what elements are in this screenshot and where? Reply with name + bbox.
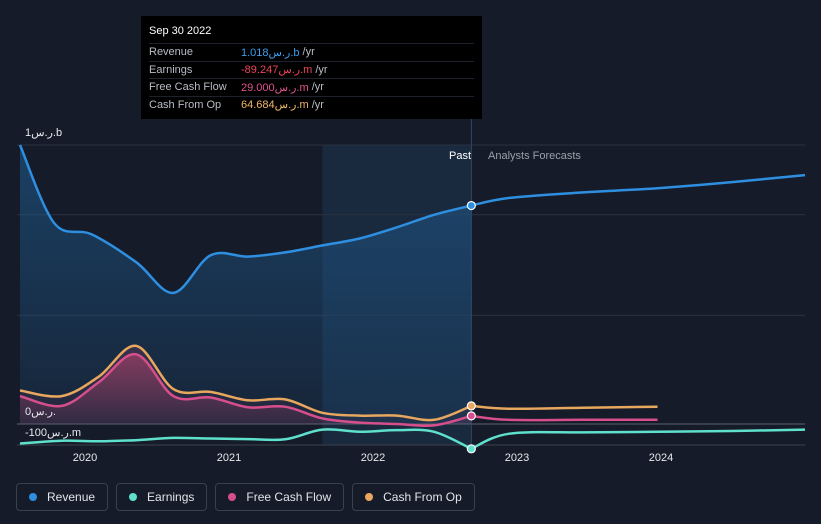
earnings-highlight-point	[466, 444, 476, 454]
x-tick-label-2023: 2023	[504, 452, 530, 464]
cash-from-op-line-forecast	[471, 404, 658, 411]
tooltip-label: Revenue	[149, 46, 194, 59]
tooltip-label: Earnings	[149, 63, 193, 76]
legend-item-earnings[interactable]: Earnings	[116, 483, 208, 511]
tooltip-date: Sep 30 2022	[149, 25, 212, 37]
free-cash-flow-dot-icon	[228, 493, 237, 501]
cash-from-op-line-past	[19, 344, 472, 422]
x-tick-label-2021: 2021	[216, 452, 242, 464]
revenue-dot-icon	[29, 493, 37, 501]
tooltip-row-earnings: Earnings -89.247ر.س.m /yr	[149, 60, 474, 79]
x-tick-label-2024: 2024	[648, 452, 674, 464]
tooltip-label: Cash From Op	[149, 98, 222, 111]
legend-label: Earnings	[147, 490, 195, 504]
cash-from-op-area	[19, 345, 472, 424]
tooltip-label: Free Cash Flow	[149, 81, 227, 94]
tooltip-value: 64.684ر.س.m	[241, 99, 309, 112]
tooltip: Sep 30 2022 Revenue 1.018ر.س.b /yr Earni…	[141, 16, 482, 119]
tooltip-row-free-cash-flow: Free Cash Flow 29.000ر.س.m /yr	[149, 78, 474, 96]
tooltip-value: 1.018ر.س.b	[241, 46, 300, 59]
forecast-label: Analysts Forecasts	[488, 150, 581, 162]
legend-label: Free Cash Flow	[246, 490, 332, 504]
x-tick-label-2022: 2022	[360, 452, 386, 464]
earnings-dot-icon	[129, 493, 138, 501]
tooltip-unit: /yr	[315, 63, 328, 76]
past-label: Past	[449, 150, 472, 162]
revenue-line-forecast	[471, 173, 806, 207]
earnings-line-past	[19, 428, 472, 450]
legend-item-cash-from-op[interactable]: Cash From Op	[352, 483, 475, 511]
tooltip-row-revenue: Revenue 1.018ر.س.b /yr	[149, 43, 474, 61]
tooltip-unit: /yr	[311, 81, 324, 94]
cash-from-op-dot-icon	[365, 493, 374, 501]
free-cash-flow-line-forecast	[471, 414, 658, 422]
revenue-line-past	[18, 144, 472, 295]
legend-item-revenue[interactable]: Revenue	[16, 483, 109, 511]
y-tick-label-zero: 0ر.س.	[25, 406, 56, 418]
tooltip-value: 29.000ر.س.m	[241, 81, 309, 94]
cash-from-op-highlight-point	[466, 401, 476, 411]
y-tick-label-bottom: -100ر.س.m	[25, 427, 82, 439]
legend: Revenue Earnings Free Cash Flow Cash Fro…	[16, 483, 475, 511]
free-cash-flow-line-past	[19, 353, 472, 428]
legend-label: Revenue	[47, 490, 96, 504]
tooltip-row-cash-from-op: Cash From Op 64.684ر.س.m /yr	[149, 95, 474, 114]
free-cash-flow-highlight-point	[466, 411, 476, 421]
legend-item-free-cash-flow[interactable]: Free Cash Flow	[215, 483, 345, 511]
tooltip-unit: /yr	[311, 98, 324, 111]
tooltip-unit: /yr	[302, 46, 315, 59]
revenue-highlight-point	[466, 200, 476, 211]
earnings-line-forecast	[470, 428, 806, 450]
tooltip-value: -89.247ر.س.m	[241, 64, 313, 77]
x-tick-label-2020: 2020	[72, 452, 98, 464]
legend-label: Cash From Op	[383, 490, 462, 504]
y-tick-label-top: 1ر.س.b	[25, 127, 63, 139]
